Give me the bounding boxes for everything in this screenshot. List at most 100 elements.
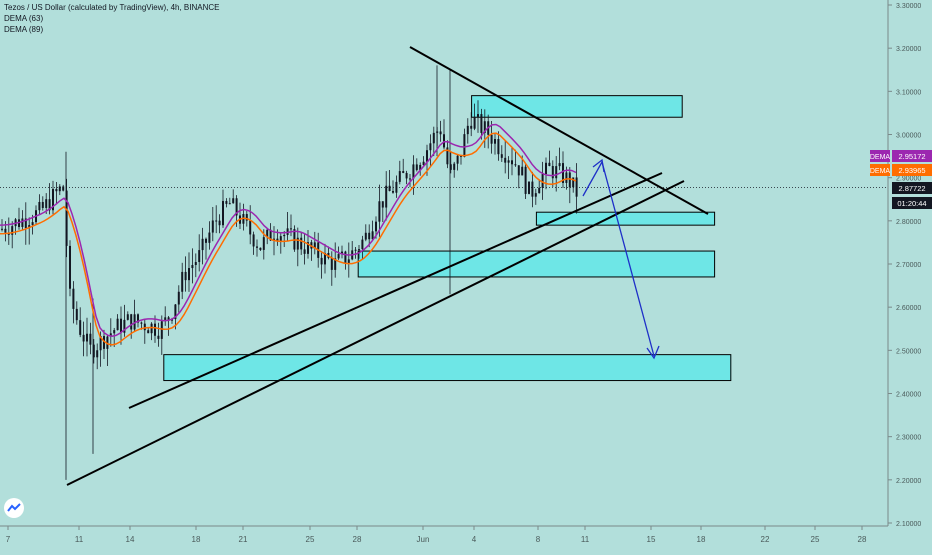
candle bbox=[483, 109, 486, 148]
candle-body bbox=[443, 134, 445, 148]
candle bbox=[154, 315, 156, 343]
time-tick-label: 8 bbox=[536, 535, 541, 544]
candle-body bbox=[109, 333, 112, 337]
candle bbox=[511, 147, 513, 176]
candle-body bbox=[58, 186, 61, 192]
candle-body bbox=[551, 165, 554, 179]
legend-symbol[interactable]: Tezos / US Dollar (calculated by Trading… bbox=[4, 3, 220, 12]
candle bbox=[500, 145, 503, 162]
candle bbox=[303, 233, 306, 265]
candle bbox=[398, 160, 401, 185]
candle bbox=[575, 163, 578, 214]
zone-rect-2[interactable] bbox=[357, 250, 716, 278]
candle-body bbox=[344, 251, 347, 264]
price-tick-label: 3.20000 bbox=[896, 46, 921, 53]
candle bbox=[439, 120, 442, 142]
trendline-ascending-upper[interactable] bbox=[128, 172, 663, 409]
candle-body bbox=[531, 181, 534, 197]
candle-body bbox=[252, 234, 255, 247]
trendline-descending[interactable] bbox=[409, 46, 709, 215]
candle bbox=[96, 343, 99, 370]
candle-body bbox=[113, 330, 116, 334]
candle-body bbox=[208, 232, 211, 243]
candle-body bbox=[398, 171, 401, 182]
candle bbox=[41, 196, 44, 211]
candle-body bbox=[521, 166, 524, 176]
price-label-value: 01:20:44 bbox=[897, 199, 926, 208]
time-tick-label: 18 bbox=[192, 535, 201, 544]
candle bbox=[381, 201, 384, 223]
candle-body bbox=[262, 237, 265, 250]
legend-dema-63[interactable]: DEMA (63) bbox=[4, 14, 44, 23]
candle bbox=[514, 149, 517, 167]
candle-body bbox=[534, 193, 537, 197]
candle-body bbox=[65, 190, 68, 246]
candle bbox=[347, 242, 350, 278]
candle-body bbox=[429, 143, 432, 151]
candle-body bbox=[79, 320, 82, 335]
candle-body bbox=[303, 249, 306, 254]
time-tick-label: 28 bbox=[858, 535, 867, 544]
candle bbox=[82, 321, 85, 357]
candle-body bbox=[96, 350, 99, 358]
candle-body bbox=[89, 333, 92, 345]
candle bbox=[324, 243, 326, 274]
candle-body bbox=[160, 321, 163, 339]
candle-body bbox=[480, 114, 483, 133]
dema-89-line bbox=[0, 123, 577, 337]
candle bbox=[443, 119, 445, 150]
legend-dema-89[interactable]: DEMA (89) bbox=[4, 25, 44, 34]
tradingview-logo-icon[interactable] bbox=[4, 498, 24, 518]
price-label-bg bbox=[892, 197, 932, 209]
candle bbox=[392, 180, 394, 194]
candle bbox=[460, 155, 462, 165]
candle-body bbox=[415, 164, 418, 171]
candle-body bbox=[494, 139, 496, 144]
candle-body bbox=[62, 186, 65, 191]
candle-body bbox=[341, 251, 343, 255]
candle-body bbox=[174, 304, 177, 320]
candle bbox=[143, 318, 146, 344]
candle bbox=[480, 108, 483, 140]
candle-body bbox=[296, 237, 299, 250]
trendline-ascending-lower[interactable] bbox=[66, 180, 685, 486]
dema-63-line bbox=[0, 132, 577, 346]
candle bbox=[562, 151, 564, 189]
candle bbox=[283, 230, 286, 247]
price-tick-label: 2.10000 bbox=[896, 521, 921, 528]
candle-body bbox=[473, 116, 476, 129]
candle-body bbox=[409, 178, 411, 180]
candle bbox=[378, 184, 381, 237]
candle bbox=[269, 223, 272, 242]
candle-body bbox=[347, 259, 350, 264]
price-label-bg bbox=[892, 182, 932, 194]
candle bbox=[116, 314, 119, 331]
candle-body bbox=[337, 254, 340, 259]
price-label-value: 2.95172 bbox=[898, 152, 925, 161]
candle-body bbox=[320, 257, 323, 265]
candle-body bbox=[86, 333, 88, 342]
candle-body bbox=[222, 201, 224, 226]
candle-body bbox=[215, 220, 218, 222]
candle-body bbox=[283, 234, 286, 237]
candle bbox=[490, 121, 493, 154]
candle bbox=[120, 306, 122, 345]
candle bbox=[494, 133, 496, 155]
price-tick-label: 2.40000 bbox=[896, 392, 921, 399]
candle-body bbox=[375, 221, 377, 232]
time-tick-label: 11 bbox=[75, 535, 84, 544]
candle bbox=[470, 112, 473, 137]
candle bbox=[89, 322, 92, 355]
candle-body bbox=[545, 162, 547, 175]
candle bbox=[232, 189, 235, 204]
candle-body bbox=[181, 271, 184, 292]
zone-rect-1[interactable] bbox=[535, 211, 716, 226]
candle bbox=[218, 214, 221, 234]
dema-layer bbox=[0, 123, 577, 346]
candle-body bbox=[555, 166, 558, 179]
candle-body bbox=[28, 225, 31, 229]
zone-rect-3[interactable] bbox=[163, 354, 732, 382]
candle-body bbox=[188, 268, 190, 281]
